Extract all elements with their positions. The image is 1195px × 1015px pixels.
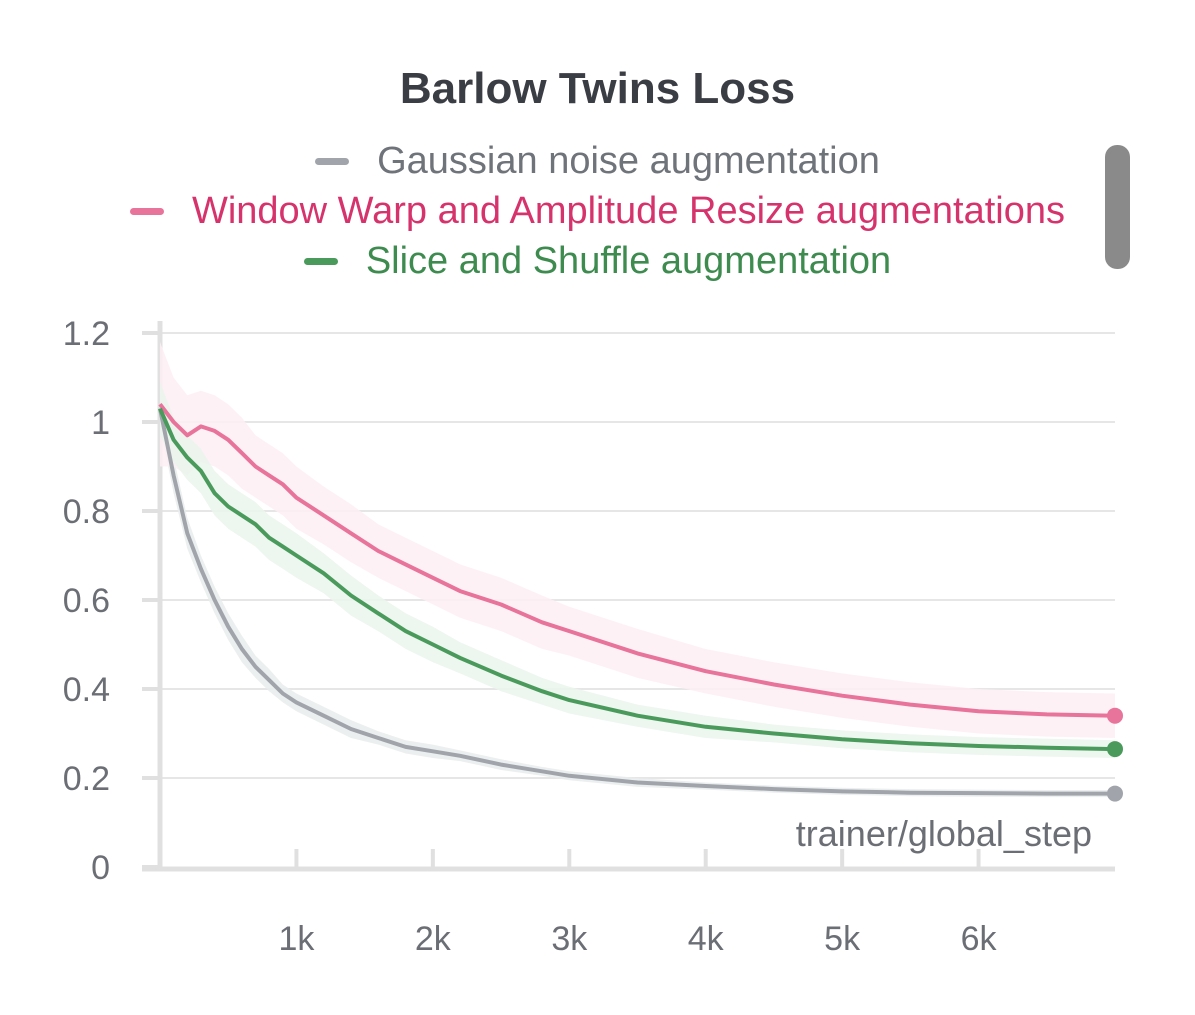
series-end-point (1107, 707, 1123, 724)
series-line (158, 402, 1116, 718)
series-band (160, 390, 1115, 798)
legend-swatch-gaussian (315, 157, 350, 165)
y-tick-label: 1 (91, 404, 110, 442)
x-tick-label: 1k (278, 920, 315, 958)
y-tick-label: 0.8 (63, 493, 110, 531)
series-band (160, 341, 1115, 738)
legend: Gaussian noise augmentation Window Warp … (0, 136, 1195, 286)
y-tick-label: 0.2 (63, 760, 110, 798)
legend-swatch-window-warp (129, 207, 164, 215)
y-tick-label: 0 (91, 849, 110, 887)
x-tick-label: 5k (824, 920, 861, 958)
chart-title: Barlow Twins Loss (399, 64, 796, 113)
y-tick-label: 0.6 (63, 582, 110, 620)
legend-item-window-warp[interactable]: Window Warp and Amplitude Resize augment… (129, 186, 1066, 236)
series-line (158, 407, 1116, 752)
series-line (158, 408, 1115, 796)
legend-swatch-slice-shuffle (303, 257, 338, 265)
x-tick-label: 6k (961, 920, 998, 958)
legend-label-slice-shuffle: Slice and Shuffle augmentation (365, 239, 892, 282)
legend-item-slice-shuffle[interactable]: Slice and Shuffle augmentation (303, 236, 892, 286)
x-tick-label: 4k (688, 920, 725, 958)
series-end-point (1107, 741, 1123, 758)
y-tick-label: 0.4 (63, 671, 110, 709)
legend-label-gaussian: Gaussian noise augmentation (377, 139, 880, 182)
x-tick-label: 2k (415, 920, 452, 958)
legend-item-gaussian[interactable]: Gaussian noise augmentation (315, 136, 880, 186)
legend-scrollbar[interactable] (1105, 145, 1130, 269)
x-axis-label: trainer/global_step (796, 813, 1092, 854)
y-tick-label: 1.2 (63, 315, 110, 353)
legend-label-window-warp: Window Warp and Amplitude Resize augment… (191, 189, 1066, 232)
series-end-point (1107, 785, 1123, 802)
x-tick-label: 3k (551, 920, 588, 958)
